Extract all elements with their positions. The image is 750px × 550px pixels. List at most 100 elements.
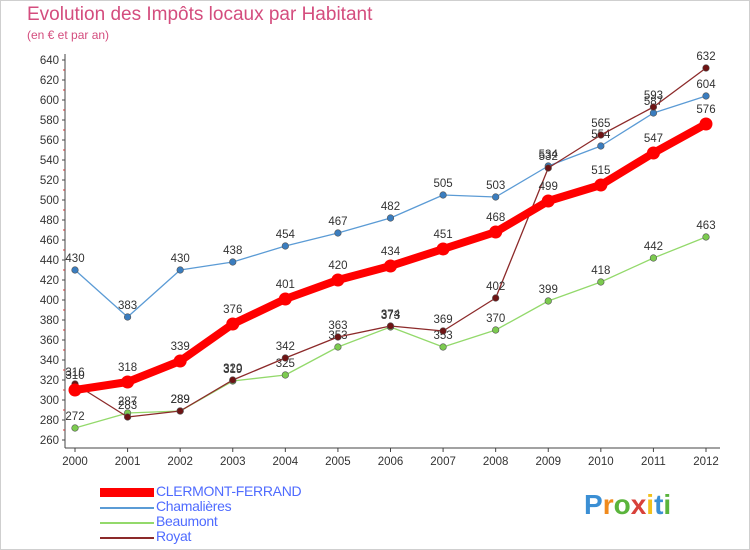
chart-subtitle: (en € et par an) (27, 28, 110, 42)
logo-letter: r (602, 489, 614, 520)
data-point (541, 194, 555, 208)
chart-title: Evolution des Impôts locaux par Habitant (27, 4, 373, 25)
data-label: 565 (591, 118, 610, 130)
x-tick-label: 2007 (430, 456, 456, 468)
y-tick-label: 520 (40, 175, 59, 187)
data-point (594, 178, 608, 192)
y-tick-label: 620 (40, 75, 59, 87)
data-point (229, 376, 237, 384)
data-label: 632 (696, 51, 715, 63)
y-tick-label: 420 (40, 275, 59, 287)
x-tick-label: 2006 (378, 456, 404, 468)
data-point (123, 413, 132, 421)
y-tick-label: 640 (40, 55, 59, 67)
y-tick-label: 260 (40, 435, 59, 447)
brand-logo: Proxiti (584, 489, 671, 521)
x-tick-label: 2004 (273, 456, 299, 468)
data-label: 320 (223, 363, 242, 375)
data-point (597, 131, 605, 139)
legend-swatch (100, 537, 154, 539)
data-point (384, 259, 397, 273)
y-tick-label: 600 (40, 95, 59, 107)
data-point (649, 109, 658, 117)
logo-letter: t (654, 489, 664, 520)
x-tick-label: 2010 (588, 456, 614, 468)
x-tick-label: 2005 (325, 456, 351, 468)
data-label: 363 (328, 320, 347, 332)
data-label: 442 (644, 241, 663, 253)
logo-letter: o (613, 489, 631, 520)
data-label: 438 (223, 245, 242, 257)
data-label: 576 (696, 104, 715, 116)
data-label: 534 (539, 149, 559, 161)
data-label: 434 (381, 246, 401, 258)
data-point (68, 383, 82, 397)
data-point (71, 424, 79, 432)
data-label: 339 (171, 341, 190, 353)
x-tick-label: 2002 (167, 456, 193, 468)
legend-swatch (100, 522, 154, 524)
data-point (331, 273, 345, 287)
logo-letter: x (630, 489, 647, 520)
data-point (492, 294, 500, 302)
y-tick-label: 360 (40, 335, 59, 347)
data-point (702, 92, 710, 100)
data-point (386, 322, 395, 330)
x-tick-label: 2012 (693, 456, 719, 468)
legend-swatch (100, 488, 154, 497)
data-label: 289 (171, 394, 190, 406)
data-label: 325 (276, 358, 295, 370)
x-tick-label: 2003 (220, 456, 246, 468)
y-tick-label: 280 (40, 415, 59, 427)
data-label: 399 (539, 284, 558, 296)
legend-label: Royat (156, 528, 192, 544)
data-point (597, 278, 605, 286)
data-label: 468 (486, 212, 505, 224)
x-tick-label: 2009 (535, 456, 561, 468)
data-point (699, 117, 713, 131)
data-point (281, 242, 289, 250)
data-point (646, 146, 660, 160)
x-tick-label: 2008 (483, 456, 509, 468)
data-label: 503 (486, 180, 505, 192)
data-point (386, 214, 395, 222)
data-label: 418 (591, 265, 610, 277)
data-label: 373 (381, 310, 400, 322)
data-label: 383 (118, 300, 137, 312)
data-label: 532 (539, 151, 558, 163)
data-point (489, 225, 503, 239)
data-point (492, 193, 500, 201)
y-tick-label: 400 (40, 295, 59, 307)
data-label: 319 (223, 364, 242, 376)
data-label: 454 (276, 229, 296, 241)
data-label: 318 (118, 362, 137, 374)
data-label: 369 (433, 314, 452, 326)
data-label: 515 (591, 165, 610, 177)
data-label: 430 (171, 253, 190, 265)
x-tick-label: 2011 (641, 456, 666, 468)
data-point (334, 229, 342, 237)
data-point (702, 64, 710, 72)
data-point (71, 266, 79, 274)
legend-label: Beaumont (156, 513, 218, 529)
y-tick-label: 300 (40, 395, 59, 407)
data-point (439, 343, 447, 351)
data-point (229, 258, 237, 266)
logo-letter: i (646, 489, 655, 520)
logo-letter: i (663, 489, 672, 520)
logo-letter: P (584, 489, 603, 520)
data-point (278, 292, 292, 306)
data-point (492, 326, 500, 334)
data-point (281, 354, 289, 362)
data-point (544, 297, 552, 305)
data-label: 547 (644, 133, 663, 145)
data-point (173, 354, 187, 368)
data-label: 374 (381, 309, 401, 321)
legend-label: CLERMONT-FERRAND (156, 483, 302, 499)
data-label: 342 (276, 341, 295, 353)
data-label: 463 (696, 220, 715, 232)
data-point (226, 317, 240, 331)
legend-swatch (100, 507, 154, 509)
